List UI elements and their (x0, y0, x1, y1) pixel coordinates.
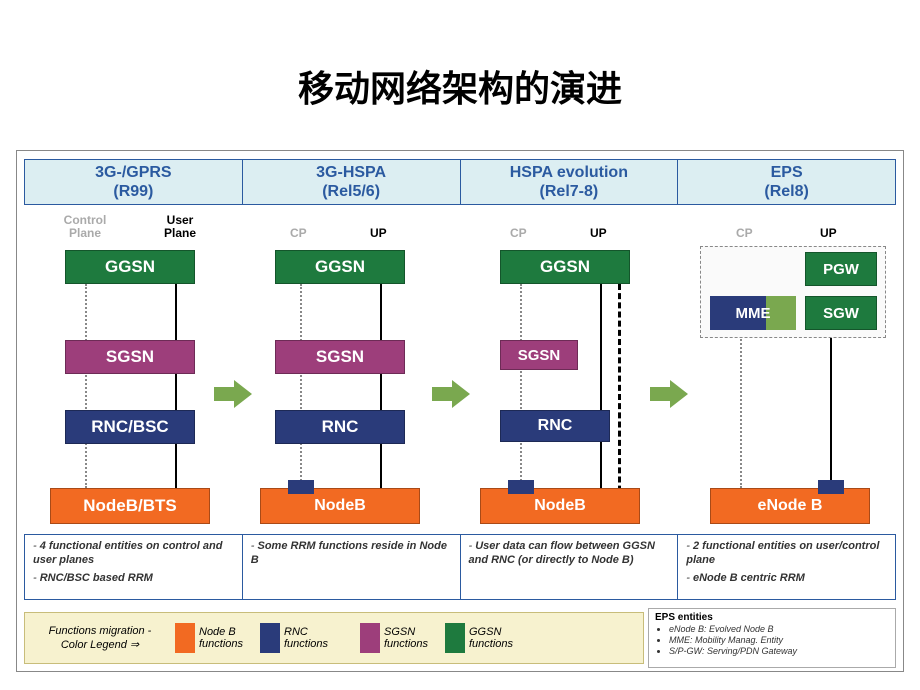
column-header-row: 3G-/GPRS (R99) 3G-HSPA (Rel5/6) HSPA evo… (24, 159, 896, 205)
col3-up: UP (590, 226, 607, 240)
col-header-1-l2: (R99) (113, 182, 153, 201)
c2-nodeb-rnc-stub (288, 480, 314, 494)
desc-1: - 4 functional entities on control and u… (25, 535, 243, 599)
eps-i1: MME: Mobility Manag. Entity (669, 635, 889, 645)
c3-sgsn: SGSN (500, 340, 578, 370)
c3-dash-bypass (618, 284, 621, 510)
page-title: 移动网络架构的演进 (0, 60, 920, 112)
legend-rnc: RNC functions (260, 623, 354, 653)
col2-cp: CP (290, 226, 307, 240)
legend-ggsn: GGSN functions (445, 623, 524, 653)
eps-entities: EPS entities eNode B: Evolved Node B MME… (648, 608, 896, 668)
col-header-4-l1: EPS (771, 163, 803, 182)
desc-4: - 2 functional entities on user/control … (678, 535, 895, 599)
c2-cp-line (300, 284, 302, 488)
col4-cp: CP (736, 226, 753, 240)
up-full: User Plane (164, 213, 196, 240)
d4a: 2 functional entities on user/control pl… (686, 540, 879, 566)
legend-t1: Functions migration - (25, 624, 175, 638)
legend-ggsn-swatch (445, 623, 465, 653)
c2-up-line (380, 284, 382, 488)
col1-cp-label: Control Plane (55, 214, 115, 240)
d4b: eNode B centric RRM (693, 572, 805, 584)
c4-pgw: PGW (805, 252, 877, 286)
legend-nodeb: Node B functions (175, 623, 254, 653)
c4-sgw: SGW (805, 296, 877, 330)
legend-sgsn-swatch (360, 623, 380, 653)
d3a: User data can flow between GGSN and RNC … (469, 540, 655, 566)
c4-nodeb-stub (818, 480, 844, 494)
legend-items: Node B functions RNC functions SGSN func… (175, 623, 643, 653)
legend-ggsn-lbl: GGSN functions (469, 626, 524, 650)
c4-nodeb: eNode B (710, 488, 870, 524)
col-header-3-l2: (Rel7-8) (540, 182, 599, 201)
col-header-2-l2: (Rel5/6) (322, 182, 380, 201)
col-header-3-l1: HSPA evolution (510, 163, 628, 182)
c1-ggsn: GGSN (65, 250, 195, 284)
legend-rnc-lbl: RNC functions (284, 626, 354, 650)
arrow-3 (650, 380, 688, 408)
col-header-4-l2: (Rel8) (764, 182, 808, 201)
col-header-4: EPS (Rel8) (678, 160, 895, 204)
c4-up-line (830, 332, 832, 488)
c1-rnc: RNC/BSC (65, 410, 195, 444)
d1b: RNC/BSC based RRM (40, 572, 153, 584)
arrow-1 (214, 380, 252, 408)
col-header-2-l1: 3G-HSPA (316, 163, 386, 182)
eps-i0: eNode B: Evolved Node B (669, 624, 889, 634)
col1-up-label: User Plane (150, 214, 210, 240)
col2-up: UP (370, 226, 387, 240)
c1-up-line (175, 284, 177, 488)
desc-2: - Some RRM functions reside in Node B (243, 535, 461, 599)
col4-up: UP (820, 226, 837, 240)
legend-sgsn: SGSN functions (360, 623, 439, 653)
d1a: 4 functional entities on control and use… (33, 540, 222, 566)
c1-nodeb: NodeB/BTS (50, 488, 210, 524)
col-header-1: 3G-/GPRS (R99) (25, 160, 243, 204)
eps-title: EPS entities (655, 612, 889, 623)
c2-rnc: RNC (275, 410, 405, 444)
desc-row: - 4 functional entities on control and u… (24, 534, 896, 600)
c3-nodeb: NodeB (480, 488, 640, 524)
legend-sgsn-lbl: SGSN functions (384, 626, 439, 650)
legend-t2: Color Legend ⇒ (25, 638, 175, 652)
c3-up-line-top (600, 284, 602, 372)
c2-nodeb: NodeB (260, 488, 420, 524)
legend-nodeb-lbl: Node B functions (199, 626, 254, 650)
col-header-2: 3G-HSPA (Rel5/6) (243, 160, 461, 204)
c3-rnc: RNC (500, 410, 610, 442)
legend-rnc-swatch (260, 623, 280, 653)
legend-nodeb-swatch (175, 623, 195, 653)
legend: Functions migration - Color Legend ⇒ Nod… (24, 612, 644, 664)
col-header-1-l1: 3G-/GPRS (95, 163, 171, 182)
c2-sgsn: SGSN (275, 340, 405, 374)
c3-nodeb-rnc-stub (508, 480, 534, 494)
c1-cp-line (85, 284, 87, 488)
cp-full: Control Plane (64, 213, 107, 240)
c2-ggsn: GGSN (275, 250, 405, 284)
arrow-2 (432, 380, 470, 408)
c3-cp-line (520, 284, 522, 488)
c4-mme: MME (710, 296, 796, 330)
legend-title: Functions migration - Color Legend ⇒ (25, 624, 175, 653)
eps-i2: S/P-GW: Serving/PDN Gateway (669, 646, 889, 656)
d2a: Some RRM functions reside in Node B (251, 540, 447, 566)
c1-sgsn: SGSN (65, 340, 195, 374)
desc-3: - User data can flow between GGSN and RN… (461, 535, 679, 599)
col3-cp: CP (510, 226, 527, 240)
c3-ggsn: GGSN (500, 250, 630, 284)
c4-mme-label: MME (710, 296, 796, 330)
c4-cp-line (740, 328, 742, 488)
col-header-3: HSPA evolution (Rel7-8) (461, 160, 679, 204)
